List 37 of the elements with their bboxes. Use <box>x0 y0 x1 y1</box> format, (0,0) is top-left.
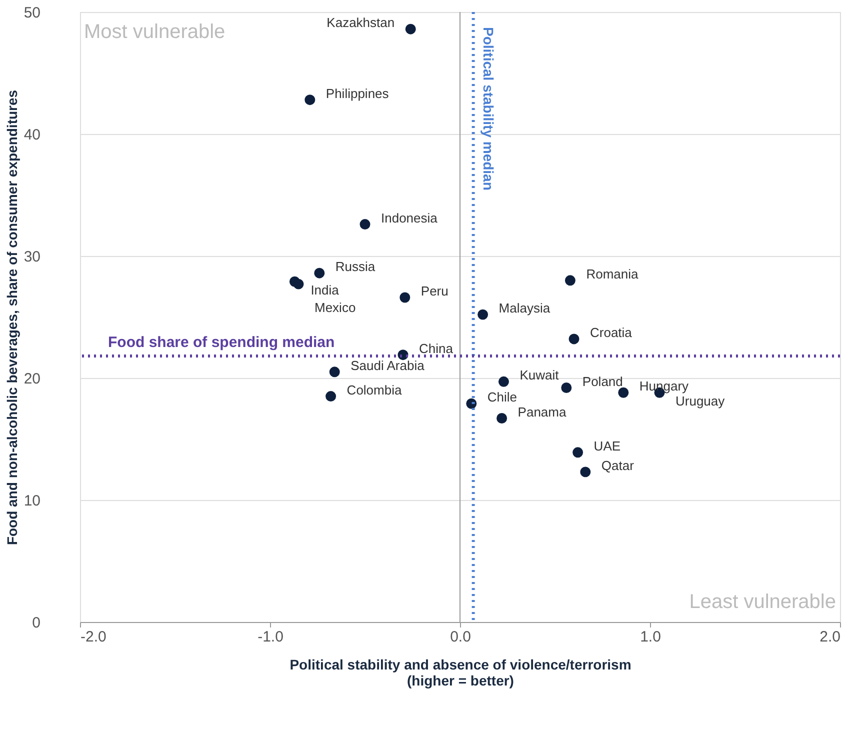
ref-line-label: Food share of spending median <box>108 334 335 352</box>
annotation: Least vulnerable <box>689 591 836 613</box>
annotation: Panama <box>518 404 567 420</box>
annotation: Kazakhstan <box>326 15 395 30</box>
annotation: Poland <box>582 374 623 389</box>
annotation: Mexico <box>314 300 356 316</box>
x-tick-label: 0.0 <box>450 628 471 646</box>
x-tick-label: -1.0 <box>258 628 284 646</box>
annotation: Malaysia <box>498 300 551 316</box>
annotation: India <box>310 282 340 298</box>
x-tick-label: 2.0 <box>820 628 840 646</box>
annotation: Uruguay <box>676 394 726 409</box>
annotation: UAE <box>594 438 621 454</box>
annotation: Philippines <box>326 86 390 101</box>
x-tick-label: -2.0 <box>80 628 106 646</box>
y-axis-title: Food and non-alcoholic beverages, share of consumer expenditures <box>4 90 20 546</box>
x-axis-title: Political stability and absence of violence/terrorism (higher = better) <box>290 656 632 688</box>
annotation: Indonesia <box>381 210 438 226</box>
y-tick-label: 50 <box>24 4 40 22</box>
annotation: Peru <box>420 283 448 298</box>
annotation: Croatia <box>590 324 633 340</box>
x-tick-label: 1.0 <box>640 628 661 646</box>
annotation: Kuwait <box>520 368 560 383</box>
y-tick-label: 20 <box>24 370 40 388</box>
y-tick-label: 40 <box>24 126 40 144</box>
y-tick-label: 0 <box>32 614 40 632</box>
annotation: China <box>419 340 454 356</box>
annotation: Chile <box>487 390 518 405</box>
annotation: Saudi Arabia <box>350 358 426 373</box>
annotation: Colombia <box>346 382 402 398</box>
y-tick-label: 10 <box>24 492 40 510</box>
annotation: Most vulnerable <box>84 21 226 43</box>
annotation: Russia <box>335 259 376 274</box>
annotation: Romania <box>586 266 639 282</box>
y-tick-label: 30 <box>24 248 40 266</box>
annotation: Qatar <box>601 458 635 473</box>
ref-line-label: Political stability median <box>480 27 496 190</box>
